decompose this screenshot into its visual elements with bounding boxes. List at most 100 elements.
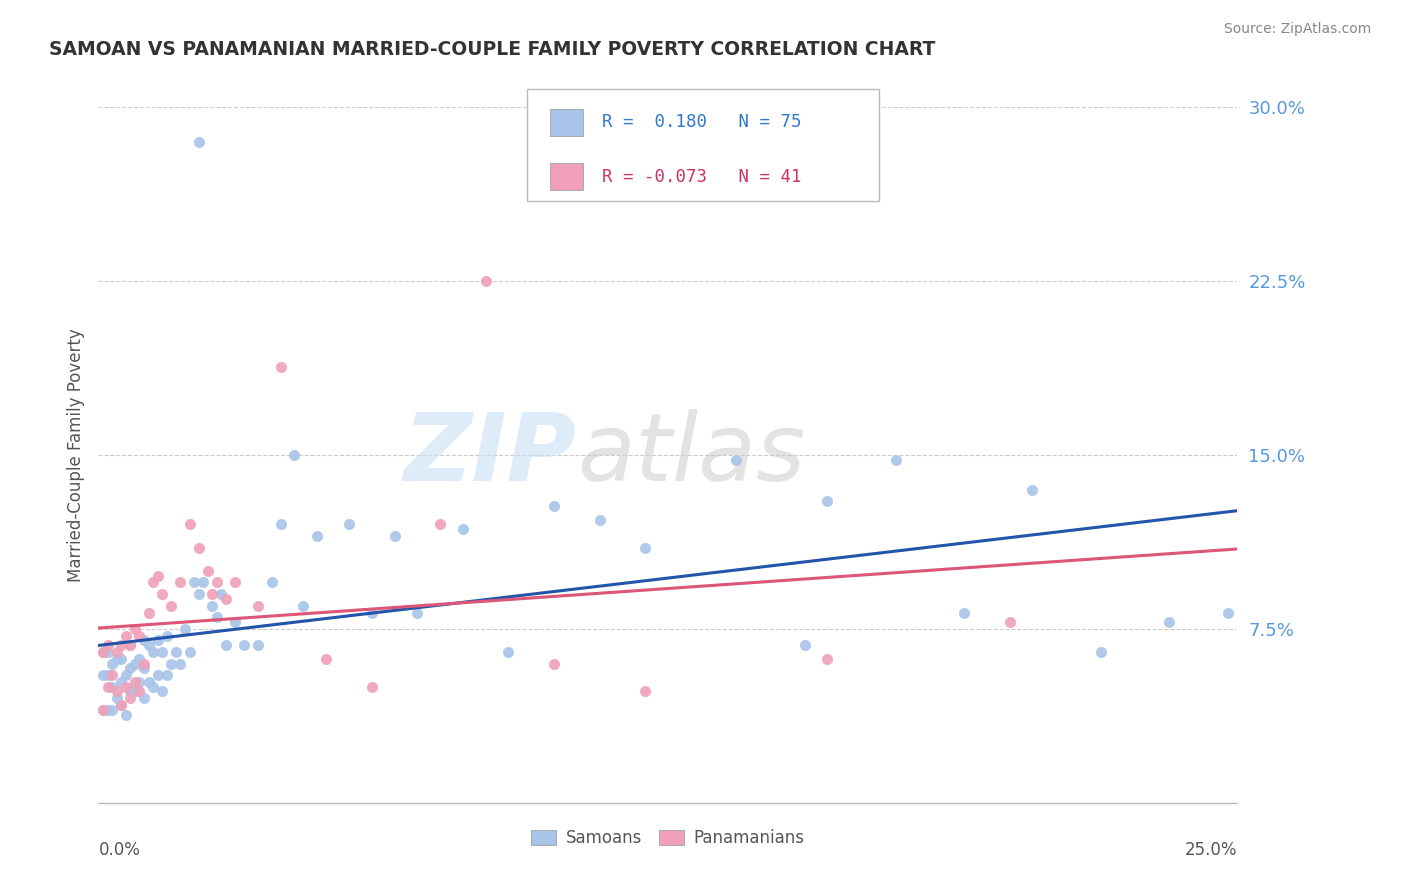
Point — [246, 599, 269, 613]
Point — [138, 606, 160, 620]
Point — [543, 499, 565, 513]
Point — [105, 652, 128, 666]
Point — [246, 638, 269, 652]
Point — [793, 638, 815, 652]
Point — [128, 629, 150, 643]
Point — [101, 680, 124, 694]
Point — [96, 668, 118, 682]
Point — [96, 638, 118, 652]
Point — [998, 615, 1021, 629]
Point — [179, 645, 201, 659]
Point — [146, 633, 169, 648]
Point — [105, 691, 128, 706]
Point — [1021, 483, 1043, 497]
Point — [953, 606, 976, 620]
Text: SAMOAN VS PANAMANIAN MARRIED-COUPLE FAMILY POVERTY CORRELATION CHART: SAMOAN VS PANAMANIAN MARRIED-COUPLE FAMI… — [49, 40, 935, 59]
Point — [406, 606, 429, 620]
Point — [315, 652, 337, 666]
Point — [128, 675, 150, 690]
Point — [815, 494, 838, 508]
Point — [474, 274, 496, 288]
Point — [110, 698, 132, 713]
Point — [360, 606, 382, 620]
Point — [224, 615, 246, 629]
Point — [634, 541, 657, 555]
Point — [146, 568, 169, 582]
Point — [128, 684, 150, 698]
Point — [884, 452, 907, 467]
Point — [283, 448, 305, 462]
Point — [307, 529, 329, 543]
Point — [160, 599, 183, 613]
Point — [132, 657, 155, 671]
Point — [384, 529, 406, 543]
Point — [634, 684, 657, 698]
Point — [224, 575, 246, 590]
Point — [588, 513, 610, 527]
Point — [1157, 615, 1180, 629]
Point — [205, 575, 228, 590]
Point — [120, 691, 142, 706]
Point — [451, 522, 474, 536]
Y-axis label: Married-Couple Family Poverty: Married-Couple Family Poverty — [66, 328, 84, 582]
Point — [120, 638, 142, 652]
Point — [215, 591, 238, 606]
Point — [132, 661, 155, 675]
Point — [815, 652, 838, 666]
Point — [124, 684, 146, 698]
Point — [201, 587, 224, 601]
Point — [105, 684, 128, 698]
Point — [96, 645, 118, 659]
Point — [205, 610, 228, 624]
Point — [91, 703, 114, 717]
Point — [142, 680, 165, 694]
Point — [124, 675, 146, 690]
Point — [114, 668, 136, 682]
Point — [260, 575, 283, 590]
Point — [120, 684, 142, 698]
Point — [138, 638, 160, 652]
Point — [142, 575, 165, 590]
Text: 25.0%: 25.0% — [1185, 841, 1237, 859]
Point — [156, 668, 179, 682]
Point — [110, 675, 132, 690]
Point — [101, 668, 124, 682]
Text: R = -0.073   N = 41: R = -0.073 N = 41 — [602, 168, 801, 186]
Point — [96, 680, 118, 694]
Point — [183, 575, 205, 590]
Text: atlas: atlas — [576, 409, 806, 500]
Point — [150, 587, 173, 601]
Point — [114, 629, 136, 643]
Point — [1218, 606, 1240, 620]
Point — [337, 517, 360, 532]
Point — [142, 645, 165, 659]
Point — [156, 629, 179, 643]
Point — [1090, 645, 1112, 659]
Point — [215, 638, 238, 652]
Point — [91, 645, 114, 659]
Point — [429, 517, 451, 532]
Text: 0.0%: 0.0% — [98, 841, 141, 859]
Point — [187, 541, 209, 555]
Text: ZIP: ZIP — [404, 409, 576, 501]
Point — [138, 675, 160, 690]
Point — [101, 657, 124, 671]
Point — [165, 645, 187, 659]
Point — [110, 698, 132, 713]
Text: Source: ZipAtlas.com: Source: ZipAtlas.com — [1223, 22, 1371, 37]
Point — [498, 645, 520, 659]
Point — [110, 652, 132, 666]
Point — [132, 633, 155, 648]
Point — [114, 707, 136, 722]
Point — [91, 668, 114, 682]
Point — [725, 452, 748, 467]
Point — [150, 684, 173, 698]
Point — [132, 691, 155, 706]
Point — [201, 599, 224, 613]
Point — [169, 575, 191, 590]
Point — [150, 645, 173, 659]
Point — [128, 652, 150, 666]
Point — [91, 703, 114, 717]
Point — [169, 657, 191, 671]
Point — [360, 680, 382, 694]
